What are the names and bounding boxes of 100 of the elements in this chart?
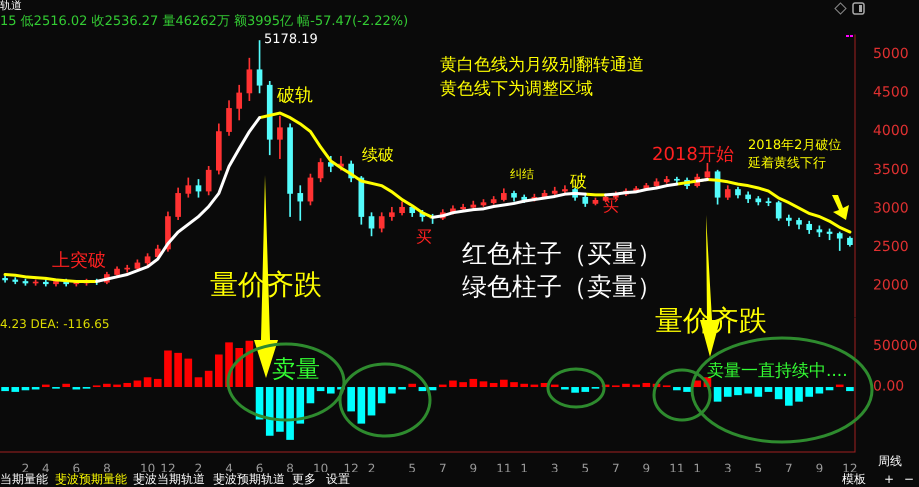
bar [510, 382, 518, 388]
bar [408, 384, 416, 388]
x-tick-label: 11 [669, 461, 685, 476]
x-tick-label: 11 [496, 461, 512, 476]
bar [530, 384, 538, 388]
x-tick-label: 2 [368, 461, 376, 476]
bar [368, 387, 376, 416]
annotation: 延着黄线下行 [748, 156, 826, 172]
text: 当期量能 [0, 472, 48, 486]
bar [164, 350, 172, 388]
x-tick-label: 7 [612, 461, 620, 476]
annotation: 卖量 [272, 355, 320, 383]
bar [103, 384, 111, 388]
bar [113, 384, 121, 388]
bar [22, 387, 30, 390]
candlestick [826, 228, 832, 240]
annotation: 量价齐跌 [210, 268, 322, 301]
bar [764, 387, 772, 392]
bar [256, 387, 264, 420]
bar [683, 387, 691, 392]
bar [805, 387, 814, 397]
bar [438, 384, 447, 388]
text: 斐波预期轨道 [213, 472, 285, 486]
bar [246, 340, 254, 388]
bar [734, 387, 742, 396]
bar [42, 384, 50, 388]
chart-title: 轨道 [0, 0, 22, 12]
y-tick-label: 3500 [873, 162, 909, 178]
y-tick-label: 3000 [873, 200, 909, 216]
annotation: 5178.19 [264, 32, 318, 48]
bar [785, 387, 793, 406]
annotation: 买 [416, 227, 432, 246]
text: 更多 [292, 472, 316, 486]
bar [816, 387, 824, 394]
y-tick-label: 2000 [873, 278, 909, 294]
bar [632, 384, 640, 388]
bar [449, 380, 457, 388]
x-tick-label: 7 [785, 461, 793, 476]
y-tick-label: 5000 [873, 46, 909, 62]
bar [846, 387, 854, 392]
bar [144, 377, 152, 388]
bar [642, 382, 650, 388]
text: 周线 [878, 454, 902, 468]
bar [184, 358, 192, 388]
bar [347, 387, 355, 412]
bar [480, 381, 488, 388]
annotation: 红色柱子（买量） [462, 239, 662, 268]
annotation: 续破 [362, 145, 394, 164]
bar [428, 387, 436, 390]
annotation: 黄白色线为月级别翻转通道 [440, 55, 644, 75]
text: 斐波预期量能 [55, 472, 127, 486]
annotation: 2018年2月破位 [748, 138, 842, 154]
bar [326, 387, 335, 394]
bar [469, 378, 478, 388]
bar [134, 380, 142, 388]
text: 设置 [326, 472, 350, 486]
bar [316, 387, 324, 392]
bar [154, 378, 162, 388]
bar [744, 387, 752, 394]
bar [500, 380, 508, 388]
bar [286, 387, 294, 440]
annotation: 上突破 [52, 250, 106, 271]
bar [1, 387, 9, 392]
annotation: 卖量一直持续中.... [707, 361, 848, 381]
bar [215, 354, 223, 388]
bar [774, 387, 782, 400]
text: + [884, 472, 894, 486]
annotation: 纠结 [510, 167, 534, 182]
bar [673, 387, 681, 390]
bar [459, 382, 467, 388]
bar [296, 387, 304, 424]
bar [388, 387, 396, 394]
y-tick-label: 50000 [873, 338, 918, 354]
bar [123, 382, 132, 388]
bar [622, 384, 630, 388]
text: 模板 [842, 472, 866, 486]
y-tick-label: 4500 [873, 84, 909, 101]
bar [490, 382, 498, 388]
x-tick-label: 1 [693, 461, 702, 476]
bar [194, 377, 202, 388]
text: 15 低2516.02 收2536.27 量46262万 额3995亿 幅-57.47(-2.22%) [0, 14, 408, 30]
x-tick-label: 1 [520, 461, 528, 476]
bar [520, 384, 528, 388]
bar [714, 387, 722, 402]
bar [550, 384, 559, 388]
bar [11, 387, 20, 392]
annotation: 买 [603, 196, 619, 215]
x-tick-label: 7 [438, 461, 447, 476]
bar [795, 387, 803, 402]
bar [306, 387, 314, 404]
bar [358, 387, 366, 424]
y-tick-label: 2500 [873, 239, 909, 256]
bar [581, 387, 590, 392]
bar [378, 387, 386, 404]
annotation: 4.23 DEA: -116.65 [0, 317, 110, 332]
bar [836, 384, 844, 388]
annotation: 破 [570, 172, 587, 192]
bar [266, 387, 274, 436]
bar [418, 387, 426, 392]
annotation: 黄色线下为调整区域 [440, 79, 593, 99]
